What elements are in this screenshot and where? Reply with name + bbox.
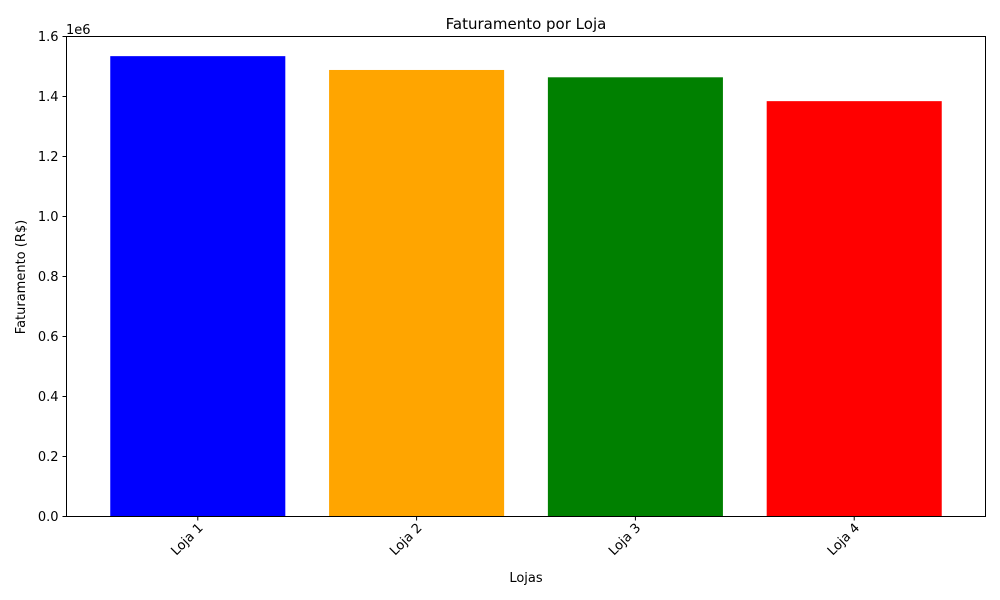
y-tick-label: 1.6 <box>38 30 59 45</box>
y-tick-label: 0.8 <box>38 270 59 285</box>
y-tick-label: 0.0 <box>38 510 59 525</box>
y-tick-label: 1.0 <box>38 210 59 225</box>
chart-title: Faturamento por Loja <box>446 15 607 33</box>
bars-layer <box>110 56 942 517</box>
bar-loja-2 <box>329 69 505 517</box>
y-tick-label: 0.4 <box>38 390 59 405</box>
y-tick-label: 0.2 <box>38 450 59 465</box>
y-scale-label: 1e6 <box>66 23 91 38</box>
bar-loja-1 <box>110 56 286 517</box>
y-tick-label: 0.6 <box>38 330 59 345</box>
bar-loja-3 <box>547 77 723 517</box>
plot-frame <box>66 36 986 517</box>
y-tick-label: 1.4 <box>38 90 59 105</box>
bar-loja-4 <box>766 101 942 517</box>
y-axis-label: Faturamento (R$) <box>14 220 29 334</box>
x-axis-label: Lojas <box>509 571 543 586</box>
y-tick-label: 1.2 <box>38 150 59 165</box>
